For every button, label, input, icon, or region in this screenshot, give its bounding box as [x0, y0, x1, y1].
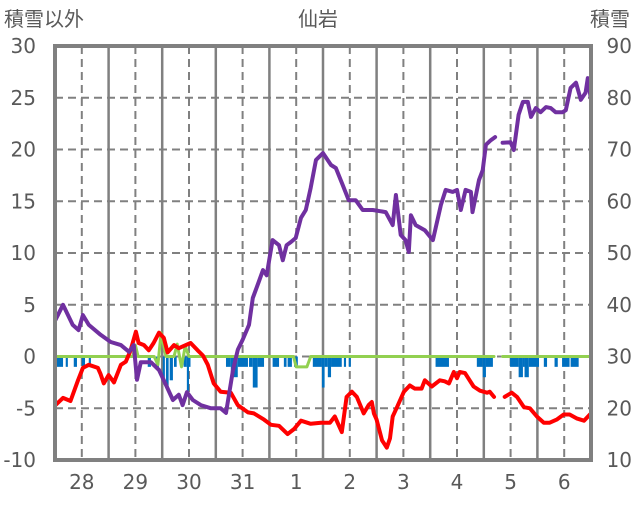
- bar: [312, 356, 322, 367]
- bar: [252, 356, 258, 388]
- green_line-line: [53, 331, 593, 369]
- y-tick-right: 70: [607, 138, 632, 162]
- y-tick-left: -10: [3, 448, 36, 472]
- y-tick-left: 20: [11, 138, 36, 162]
- y-tick-right: 20: [607, 396, 632, 420]
- bar: [162, 356, 165, 383]
- y-tick-right: 40: [607, 293, 632, 317]
- bar: [321, 356, 325, 388]
- y-tick-left: 5: [23, 293, 36, 317]
- bar: [543, 356, 548, 367]
- snow_depth-line: [53, 76, 593, 415]
- x-tick-label: 1: [290, 470, 303, 494]
- bar: [435, 356, 449, 367]
- bar: [186, 356, 189, 391]
- bar: [225, 356, 231, 367]
- bar: [518, 356, 523, 378]
- bar: [348, 356, 351, 367]
- y-tick-right: 30: [607, 345, 632, 369]
- bar: [324, 356, 328, 367]
- bar: [331, 356, 342, 367]
- y-tick-left: 10: [11, 241, 36, 265]
- x-tick-label: 2: [343, 470, 356, 494]
- bar: [343, 356, 347, 367]
- bar: [81, 356, 86, 367]
- x-tick-label: 31: [230, 470, 255, 494]
- bar: [272, 356, 280, 367]
- y-tick-right: 10: [607, 448, 632, 472]
- red_line-line: [53, 329, 592, 450]
- bar: [562, 356, 570, 367]
- bar: [237, 356, 248, 367]
- bar: [570, 356, 579, 367]
- bar: [173, 356, 177, 367]
- bar: [283, 356, 287, 367]
- bar: [485, 356, 493, 367]
- y-tick-left: 30: [11, 34, 36, 58]
- bar: [522, 356, 525, 367]
- bar: [524, 356, 529, 378]
- y-tick-right: 80: [607, 86, 632, 110]
- bar: [183, 356, 187, 367]
- x-tick-label: 6: [558, 470, 571, 494]
- bar: [73, 356, 77, 367]
- y-tick-right: 60: [607, 189, 632, 213]
- y-tick-right: 50: [607, 241, 632, 265]
- y-tick-left: 25: [11, 86, 36, 110]
- y-tick-left: 0: [23, 345, 36, 369]
- left-axis-label: 積雪以外: [4, 7, 84, 31]
- bar: [476, 356, 483, 367]
- bar: [257, 356, 265, 367]
- line-series: [53, 76, 593, 450]
- bar: [88, 356, 91, 367]
- bar: [287, 356, 292, 367]
- bar: [55, 356, 64, 367]
- y-tick-right: 90: [607, 34, 632, 58]
- plot-frame: [53, 44, 593, 462]
- bar: [65, 356, 68, 367]
- x-tick-label: 5: [504, 470, 517, 494]
- bar: [528, 356, 540, 367]
- bar-series: [55, 356, 579, 391]
- x-tick-label: 3: [397, 470, 410, 494]
- x-tick-label: 29: [123, 470, 148, 494]
- bar: [169, 356, 173, 381]
- y-tick-left: 15: [11, 189, 36, 213]
- bar: [327, 356, 332, 378]
- bar: [249, 356, 253, 367]
- bar: [510, 356, 519, 367]
- chart-title: 仙岩: [298, 7, 338, 31]
- x-tick-label: 30: [176, 470, 201, 494]
- y-tick-left: -5: [16, 396, 36, 420]
- bar: [554, 356, 558, 367]
- bar: [165, 356, 169, 388]
- bar: [189, 356, 191, 367]
- x-tick-label: 28: [69, 470, 94, 494]
- x-tick-label: 4: [451, 470, 464, 494]
- right-axis-label: 積雪: [590, 7, 630, 31]
- bar: [482, 356, 486, 378]
- gridlines: [55, 46, 591, 460]
